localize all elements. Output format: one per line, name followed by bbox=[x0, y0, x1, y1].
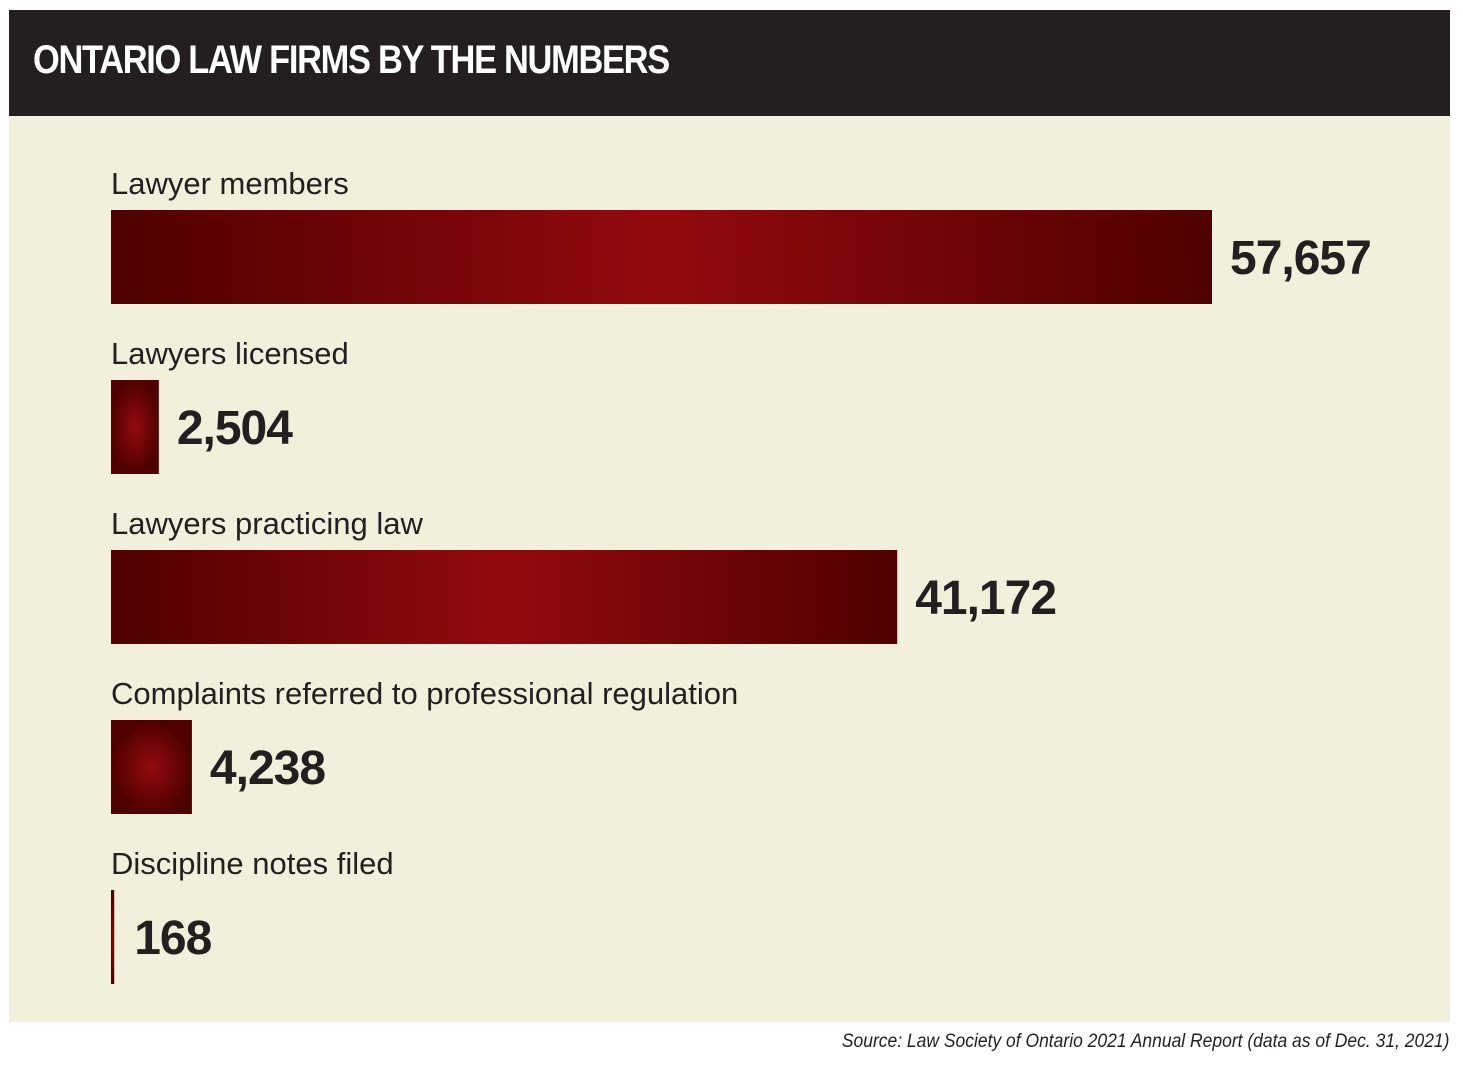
value-label: 4,238 bbox=[210, 742, 325, 795]
value-label: 168 bbox=[134, 912, 211, 965]
chart-title: ONTARIO LAW FIRMS BY THE NUMBERS bbox=[33, 38, 670, 82]
category-label: Lawyer members bbox=[111, 166, 349, 201]
category-label: Lawyers licensed bbox=[111, 336, 349, 371]
category-label: Complaints referred to professional regu… bbox=[111, 676, 738, 711]
category-label: Discipline notes filed bbox=[111, 846, 394, 881]
value-label: 2,504 bbox=[177, 402, 293, 455]
bar bbox=[111, 550, 898, 644]
value-label: 41,172 bbox=[915, 572, 1056, 625]
bar bbox=[111, 720, 192, 814]
source-note: Source: Law Society of Ontario 2021 Annu… bbox=[841, 1031, 1449, 1052]
category-label: Lawyers practicing law bbox=[111, 506, 423, 541]
bar bbox=[111, 890, 115, 984]
value-label: 57,657 bbox=[1230, 232, 1371, 285]
chart-header: ONTARIO LAW FIRMS BY THE NUMBERS bbox=[9, 10, 1450, 116]
bar bbox=[111, 210, 1212, 304]
bar bbox=[111, 380, 159, 474]
